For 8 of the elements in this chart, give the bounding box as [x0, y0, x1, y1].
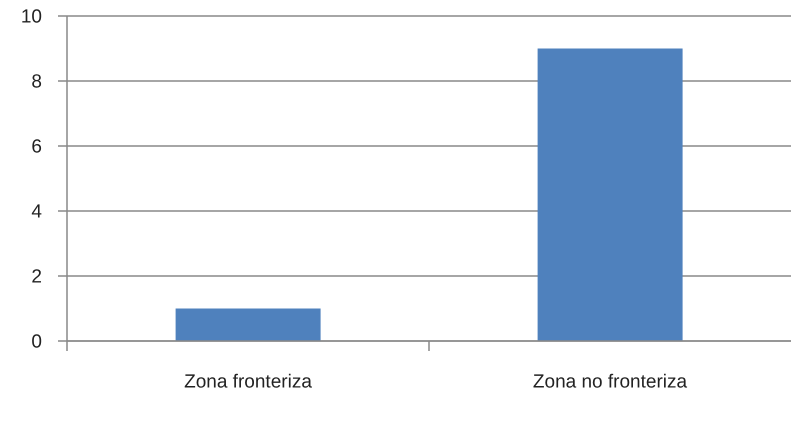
y-tick-label: 4 — [31, 202, 42, 223]
y-tick-label: 6 — [31, 136, 42, 158]
x-tick-label: Zona fronteriza — [184, 371, 312, 392]
y-tick-label: 0 — [31, 332, 42, 353]
y-tick-label: 10 — [20, 6, 42, 28]
y-tick-label: 8 — [31, 72, 42, 93]
y-tick-label: 2 — [31, 266, 42, 288]
x-tick-label: Zona no fronteriza — [532, 371, 688, 392]
